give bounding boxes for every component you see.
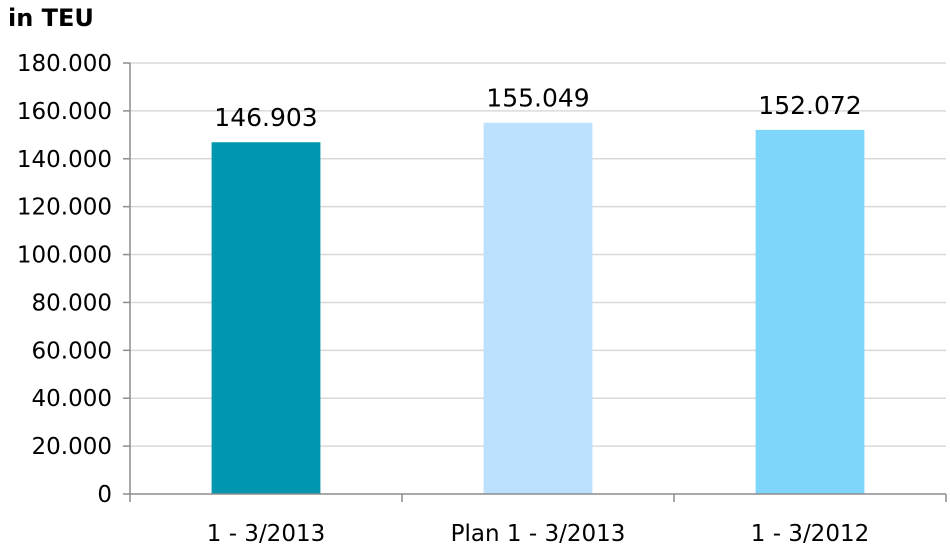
data-labels: 146.903 155.049 152.072 [214, 84, 861, 133]
bars [211, 122, 865, 495]
x-category-label: 1 - 3/2013 [207, 521, 325, 547]
x-category-label: 1 - 3/2012 [751, 521, 869, 547]
y-tick-label: 180.000 [17, 51, 112, 77]
y-tick-label: 0 [97, 482, 112, 508]
y-tick-label: 100.000 [17, 243, 112, 269]
y-tick-label: 60.000 [32, 338, 112, 364]
y-tick-label: 40.000 [32, 386, 112, 412]
bar [211, 142, 321, 494]
y-tick-label: 20.000 [32, 434, 112, 460]
y-tick-label: 140.000 [17, 147, 112, 173]
y-tick-label: 160.000 [17, 99, 112, 125]
y-tick-label: 80.000 [32, 290, 112, 316]
bar [755, 129, 865, 494]
x-category-label: Plan 1 - 3/2013 [451, 521, 626, 547]
data-label: 155.049 [486, 84, 589, 113]
bar [483, 122, 593, 495]
data-label: 152.072 [758, 91, 861, 120]
unit-label: in TEU [8, 4, 94, 32]
y-tick-label: 120.000 [17, 195, 112, 221]
axes [123, 62, 947, 502]
data-label: 146.903 [214, 103, 317, 132]
y-axis-tick-labels: 0 20.000 40.000 60.000 80.000 100.000 120.000 1… [17, 51, 112, 508]
x-axis-category-labels: 1 - 3/2013 Plan 1 - 3/2013 1 - 3/2012 [207, 521, 869, 547]
